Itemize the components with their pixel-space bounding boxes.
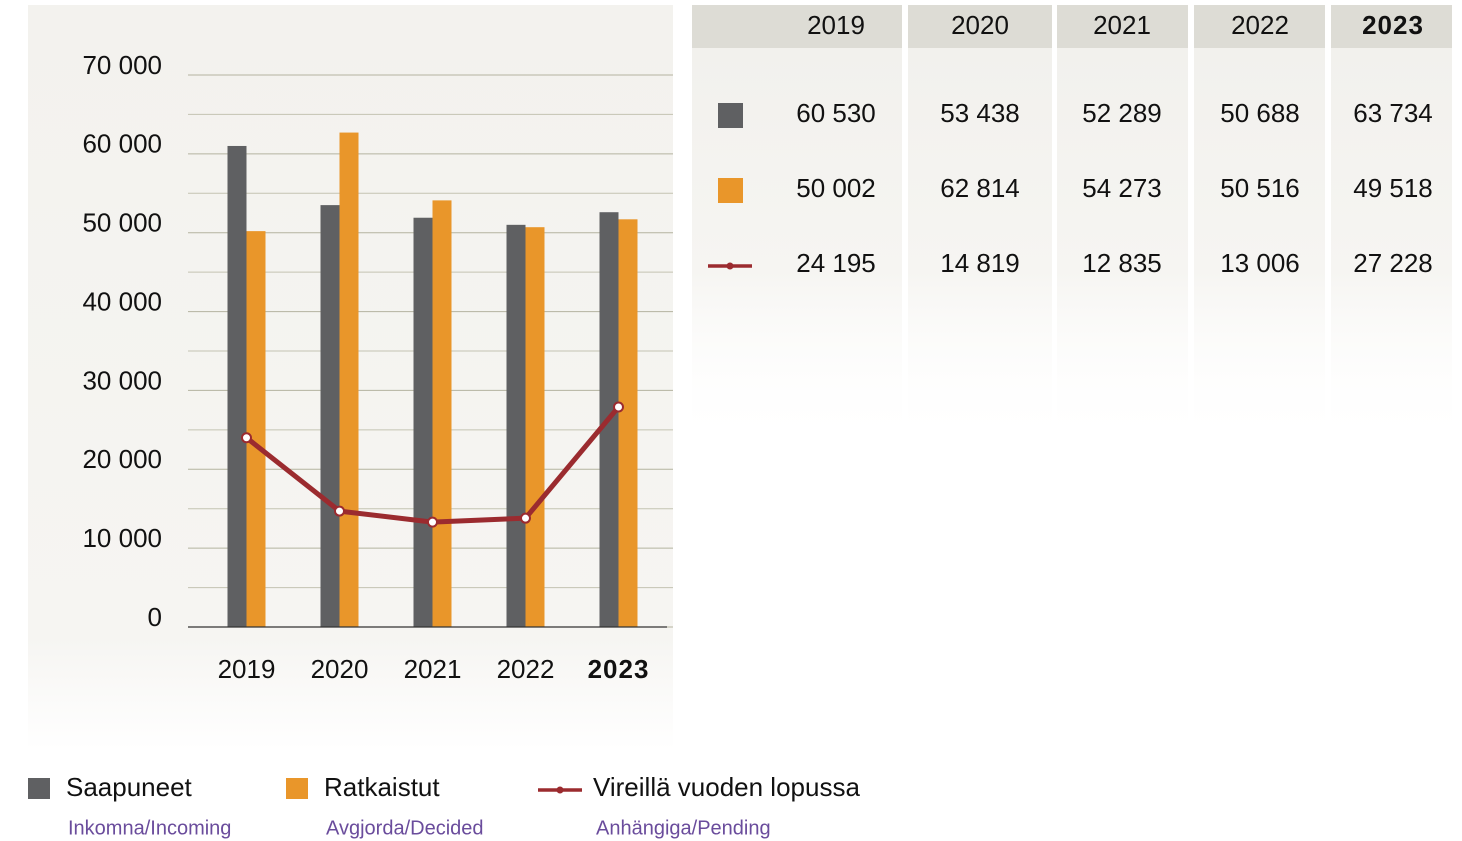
bar: [320, 205, 340, 627]
table-cell: 60 530: [796, 98, 876, 128]
legend: Saapuneet Inkomna/Incoming Ratkaistut Avgjo…: [28, 772, 860, 839]
x-tick-label: 2019: [218, 654, 276, 684]
table-cell: 52 289: [1082, 98, 1162, 128]
bar: [246, 231, 266, 627]
y-tick-label: 30 000: [82, 365, 162, 395]
legend-sublabel: Anhängiga/Pending: [596, 817, 771, 839]
x-tick-label: 2021: [404, 654, 462, 684]
y-tick-label: 20 000: [82, 444, 162, 474]
table-cell: 50 002: [796, 173, 876, 203]
legend-label: Saapuneet: [66, 772, 193, 802]
table-cell: 54 273: [1082, 173, 1162, 203]
y-tick-label: 0: [148, 602, 162, 632]
table-cell: 27 228: [1353, 248, 1433, 278]
row-icon: [718, 103, 743, 128]
bar: [432, 200, 452, 627]
bar: [506, 224, 526, 628]
table-cell: 50 516: [1220, 173, 1300, 203]
table-column: [1194, 5, 1325, 450]
x-tick-label: 2023: [588, 654, 650, 684]
table-cell: 14 819: [940, 248, 1020, 278]
legend-sublabel: Avgjorda/Decided: [326, 817, 484, 839]
legend-swatch: [286, 778, 308, 799]
bar: [413, 217, 433, 627]
table-cell: 62 814: [940, 173, 1020, 203]
table-header-cell: [1057, 5, 1188, 48]
y-tick-label: 50 000: [82, 208, 162, 238]
line-point: [520, 512, 531, 524]
table-column: [1331, 5, 1452, 450]
table-header: 2020: [951, 10, 1009, 40]
table-header: 2021: [1093, 10, 1151, 40]
table-header: 2019: [807, 10, 865, 40]
x-tick-label: 2020: [311, 654, 369, 684]
table-header: 2022: [1231, 10, 1289, 40]
table-cell: 50 688: [1220, 98, 1300, 128]
x-tick-label: 2022: [497, 654, 555, 684]
line-point: [427, 516, 438, 528]
table-cell: 13 006: [1220, 248, 1300, 278]
line-point: [241, 432, 252, 444]
table-cell: 49 518: [1353, 173, 1433, 203]
legend-sublabel: Inkomna/Incoming: [68, 817, 231, 839]
legend-label: Vireillä vuoden lopussa: [593, 772, 860, 802]
chart: 0 10 000 20 000 30 000 40 000 50 000 60 000 70 …: [82, 50, 673, 684]
y-tick-label: 40 000: [82, 286, 162, 316]
legend-label: Ratkaistut: [324, 772, 440, 802]
y-tick-label: 10 000: [82, 523, 162, 553]
bar: [339, 132, 359, 627]
table-header-cell: [692, 5, 902, 48]
line-point: [334, 505, 345, 517]
table-column: [908, 5, 1052, 450]
table: 2019 2020 2021 2022 2023 60 530 53 438 52 289 50…: [692, 5, 1452, 450]
line-point: [613, 401, 624, 413]
table-header-cell: [1194, 5, 1325, 48]
y-tick-label: 70 000: [82, 50, 162, 80]
table-header-cell: [908, 5, 1052, 48]
table-column: [692, 5, 902, 450]
table-header-cell: [1331, 5, 1452, 48]
legend-swatch: [28, 778, 50, 799]
table-cell: 53 438: [940, 98, 1020, 128]
table-cell: 24 195: [796, 248, 876, 278]
row-icon-dot: [726, 262, 734, 270]
table-cell: 12 835: [1082, 248, 1162, 278]
bar: [525, 227, 545, 628]
bar: [227, 145, 247, 627]
table-cell: 63 734: [1353, 98, 1433, 128]
y-tick-label: 60 000: [82, 129, 162, 159]
legend-dot: [556, 786, 564, 794]
table-header: 2023: [1362, 10, 1424, 40]
row-icon: [718, 178, 743, 203]
table-column: [1057, 5, 1188, 450]
bar: [618, 219, 638, 627]
